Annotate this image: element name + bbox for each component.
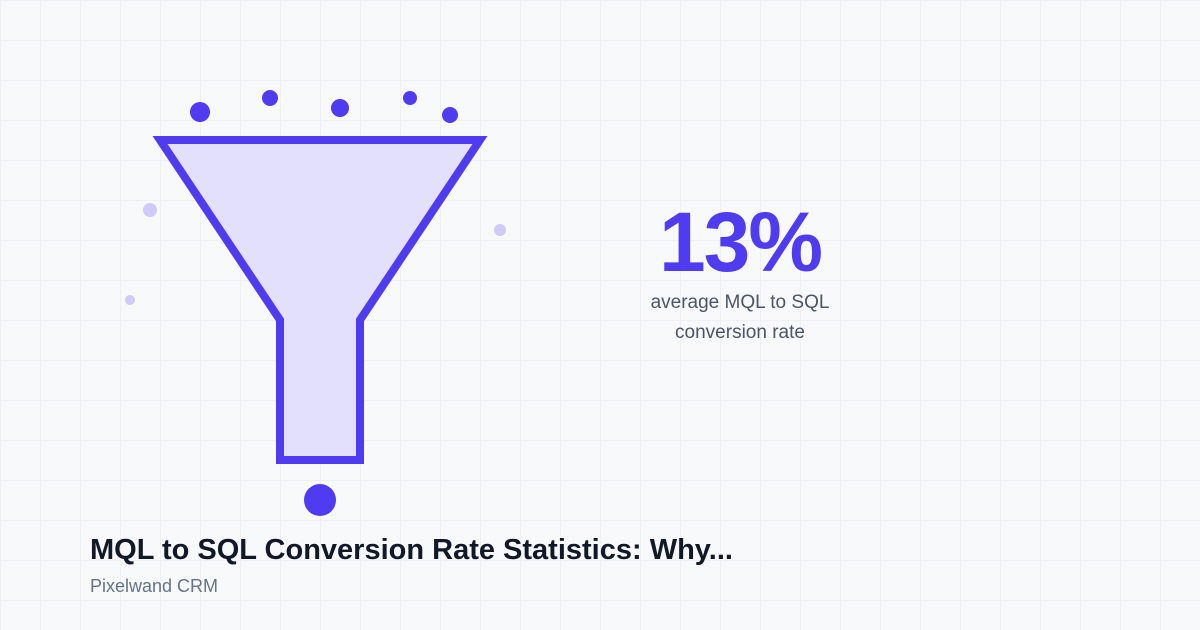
lead-dot [331,99,349,117]
stat-value: 13% [658,195,823,289]
faded-dot [494,224,506,236]
brand-name: Pixelwand CRM [90,576,219,596]
lead-dot [262,90,278,106]
lead-dot [190,102,210,122]
lead-dot [403,91,417,105]
faded-dot [125,295,135,305]
lead-dot [442,107,458,123]
faded-dot [143,203,157,217]
funnel-illustration [125,90,506,516]
funnel-icon [152,136,488,464]
stat-caption: average MQL to SQL conversion rate [650,292,830,343]
converted-dot [304,484,336,516]
page-title: MQL to SQL Conversion Rate Statistics: W… [90,534,733,566]
stat-block: 13% average MQL to SQL conversion rate [580,196,900,348]
